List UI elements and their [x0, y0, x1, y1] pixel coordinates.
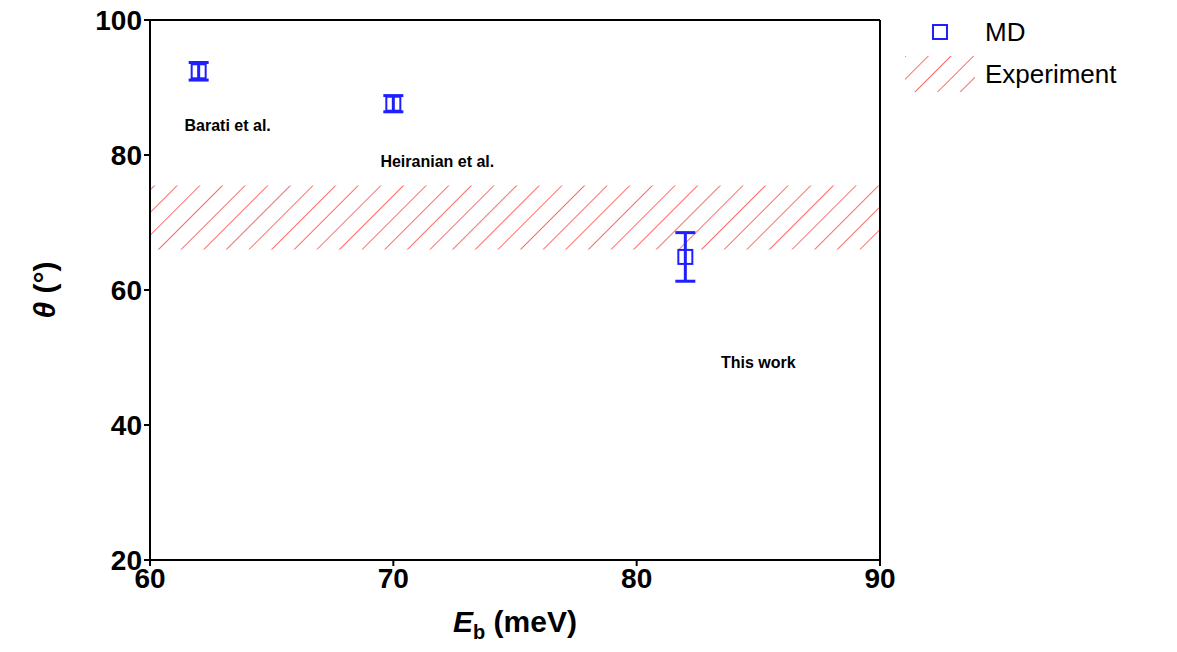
html-text:Eb (meV): Eb (meV) — [453, 605, 577, 643]
svg-text:Heiranian et al.: Heiranian et al. — [380, 153, 494, 170]
svg-text:70: 70 — [378, 563, 409, 594]
svg-text:80: 80 — [621, 563, 652, 594]
html-text:Experiment: Experiment — [985, 58, 1117, 89]
svg-text:Barati et al.: Barati et al. — [185, 117, 271, 134]
html-text:MD: MD — [985, 16, 1026, 47]
svg-text:60: 60 — [134, 562, 166, 594]
svg-text:20: 20 — [111, 545, 142, 576]
svg-text:This work: This work — [721, 354, 796, 371]
svg-text:100: 100 — [95, 5, 142, 36]
svg-text:60: 60 — [111, 275, 142, 306]
html-text:θ: θ — [28, 301, 61, 319]
svg-text:80: 80 — [111, 140, 142, 171]
svg-text:90: 90 — [864, 563, 895, 594]
svg-text:40: 40 — [111, 410, 142, 441]
